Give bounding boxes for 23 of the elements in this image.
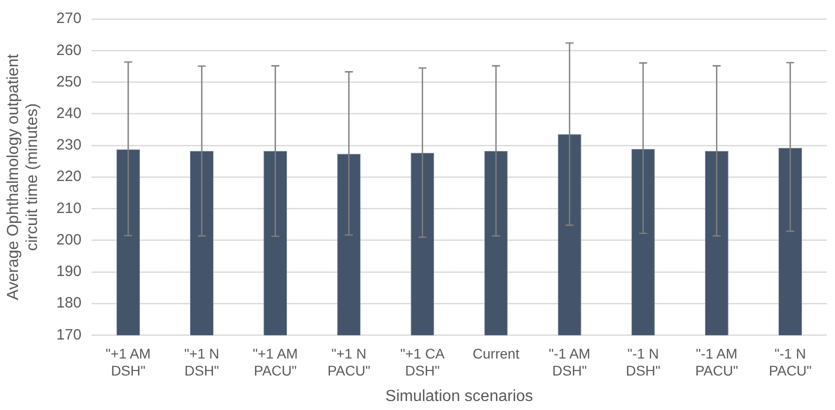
- x-tick-label: "-1 N PACU": [768, 345, 812, 378]
- y-tick-label: 210: [56, 200, 82, 217]
- x-tick-label: "+1 AM PACU": [252, 345, 298, 378]
- y-tick-label: 250: [56, 73, 82, 90]
- x-tick-label: "+1 N PACU": [327, 345, 370, 378]
- y-tick-label: 270: [56, 10, 82, 28]
- x-tick-label: "+1 N DSH": [184, 345, 220, 378]
- y-tick-label: 240: [56, 105, 82, 122]
- y-tick-label: 170: [56, 326, 82, 344]
- x-tick-label: "+1 CA DSH": [400, 345, 446, 378]
- x-tick-label: "-1 AM PACU": [695, 345, 738, 378]
- y-axis-title: Average Ophthalmology outpatient circuit time (minutes): [5, 54, 42, 300]
- x-axis-title: Simulation scenarios: [385, 388, 534, 405]
- x-tick-label: Current: [472, 345, 520, 362]
- y-tick-label: 180: [56, 294, 82, 312]
- y-tick-label: 190: [56, 263, 82, 280]
- y-tick-label: 260: [56, 42, 82, 59]
- y-tick-label: 230: [56, 136, 82, 154]
- y-tick-label: 220: [56, 168, 82, 186]
- y-tick-label: 200: [56, 231, 82, 248]
- x-tick-label: "-1 N DSH": [626, 345, 660, 378]
- x-tick-label: "-1 AM DSH": [548, 345, 590, 378]
- x-tick-label: "+1 AM DSH": [106, 345, 151, 378]
